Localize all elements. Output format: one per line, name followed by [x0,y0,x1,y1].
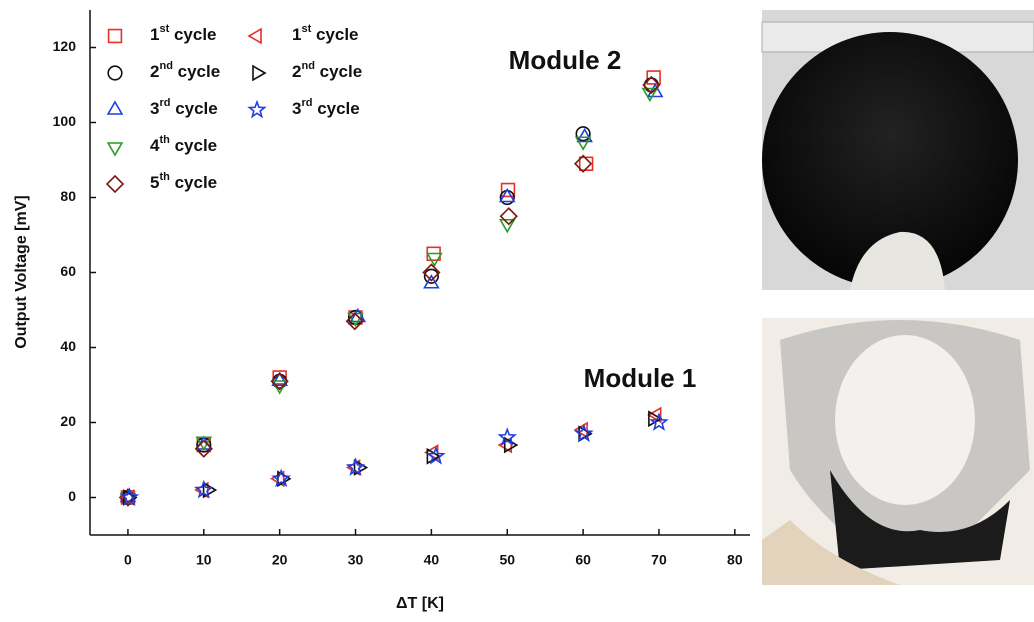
legend-label: 5th cycle [150,171,217,193]
x-tick-label: 70 [651,552,667,568]
point [499,189,515,206]
x-tick-label: 60 [575,552,591,568]
photo-wafer [761,10,1034,290]
point [423,274,440,289]
point [647,406,662,424]
point [271,371,288,387]
legend-marker [105,174,125,194]
point [643,77,659,93]
point [345,312,364,331]
point [574,136,592,151]
x-tick-label: 80 [727,552,743,568]
photo-bent-film [762,318,1034,585]
legend-label: 3rd cycle [150,97,218,119]
point [426,445,446,465]
point [196,437,212,453]
point [270,372,289,391]
y-tick-label: 100 [53,113,77,129]
legend-label: 2nd cycle [292,60,362,82]
point [345,457,366,476]
x-tick-label: 50 [499,552,515,568]
point [422,263,441,282]
point [646,82,664,98]
y-tick-label: 120 [53,38,77,54]
point [119,487,140,506]
point [649,412,669,431]
point [194,479,214,499]
legend-label: 2nd cycle [150,60,220,82]
y-tick-label: 0 [68,488,76,504]
legend-marker [247,27,262,45]
y-tick-label: 20 [60,413,76,429]
legend-label: 1st cycle [150,23,217,45]
point [498,187,516,203]
y-tick-label: 80 [60,188,76,204]
point [497,427,518,446]
point [271,380,288,395]
legend-label: 4th cycle [150,134,217,156]
point [641,87,659,103]
legend-marker [107,65,123,81]
x-tick-label: 0 [124,552,132,568]
point [573,154,593,173]
x-tick-label: 10 [196,552,212,568]
annotation: Module 1 [584,363,697,393]
point [426,252,443,268]
legend-label: 1st cycle [292,23,359,45]
legend-label: 3rd cycle [292,97,360,119]
legend-marker [107,28,123,44]
point [426,246,441,261]
legend-marker [106,142,124,157]
point [498,218,516,234]
point [499,207,518,226]
point [578,156,594,171]
legend-marker [247,99,267,119]
point [574,423,594,443]
x-tick-label: 30 [348,552,364,568]
y-tick-label: 60 [60,263,76,279]
x-axis-label: ΔT [K] [396,595,444,612]
y-tick-label: 40 [60,338,76,354]
annotation: Module 2 [509,45,622,75]
point [353,459,369,476]
x-tick-label: 20 [272,552,288,568]
point [573,421,588,439]
legend-marker [106,100,124,115]
x-tick-label: 40 [424,552,440,568]
point [194,439,213,458]
point [271,468,291,488]
y-axis-label: Output Voltage [mV] [13,195,30,348]
point [642,75,661,95]
point [576,127,593,143]
point [202,481,218,499]
legend-marker [252,64,267,82]
